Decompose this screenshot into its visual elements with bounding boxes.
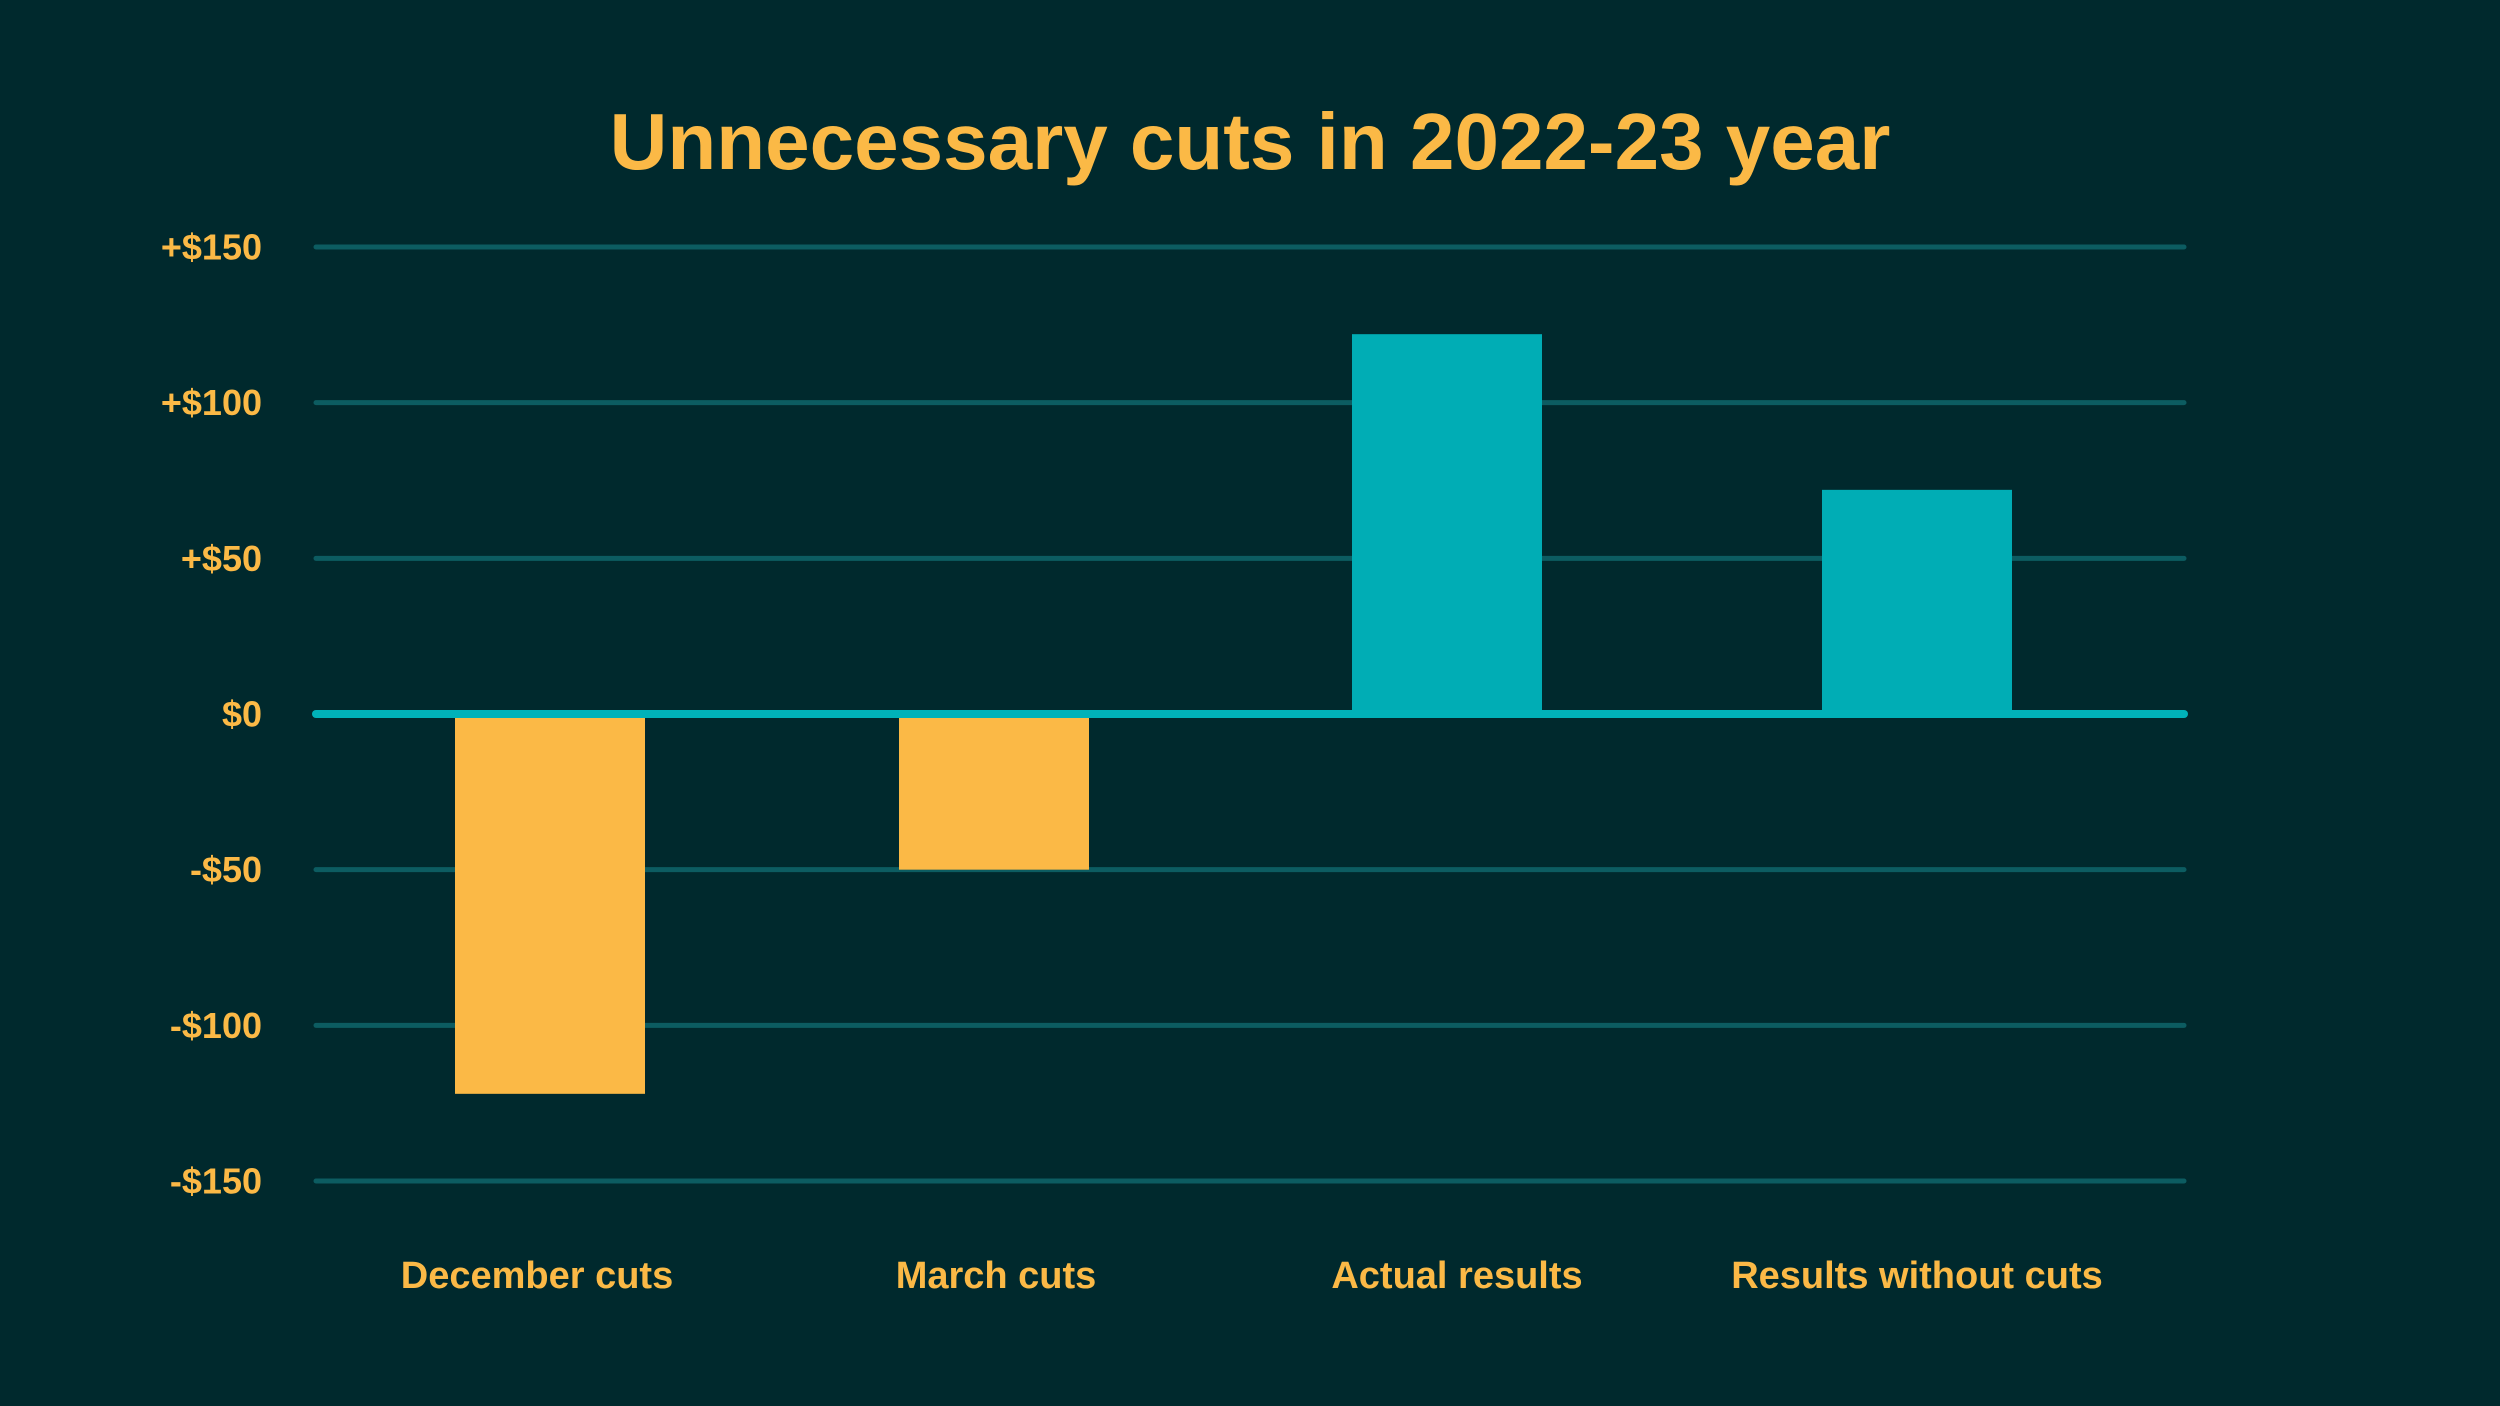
x-category-label: December cuts [401,1255,673,1297]
y-tick-label: +$100 [161,382,262,423]
bars [455,334,2012,1094]
y-tick-labels: +$150 +$100 +$50 $0 -$50 -$100 -$150 [161,227,262,1202]
y-tick-label: -$50 [190,849,262,890]
y-tick-label: +$150 [161,227,262,268]
chart-title: Unnecessary cuts in 2022-23 year [609,97,1891,186]
y-tick-label: -$100 [170,1005,262,1046]
y-tick-label: $0 [222,694,262,735]
bar-results-without-cuts [1822,489,2012,714]
y-tick-label: +$50 [181,538,262,579]
bar-december-cuts [455,714,645,1094]
y-tick-label: -$150 [170,1161,262,1202]
x-category-label: Results without cuts [1731,1255,2103,1297]
bar-actual-results [1352,334,1542,714]
x-category-label: Actual results [1331,1255,1582,1297]
x-category-labels: December cuts March cuts Actual results Res… [401,1255,2103,1297]
bar-march-cuts [899,714,1089,870]
x-category-label: March cuts [896,1255,1097,1297]
